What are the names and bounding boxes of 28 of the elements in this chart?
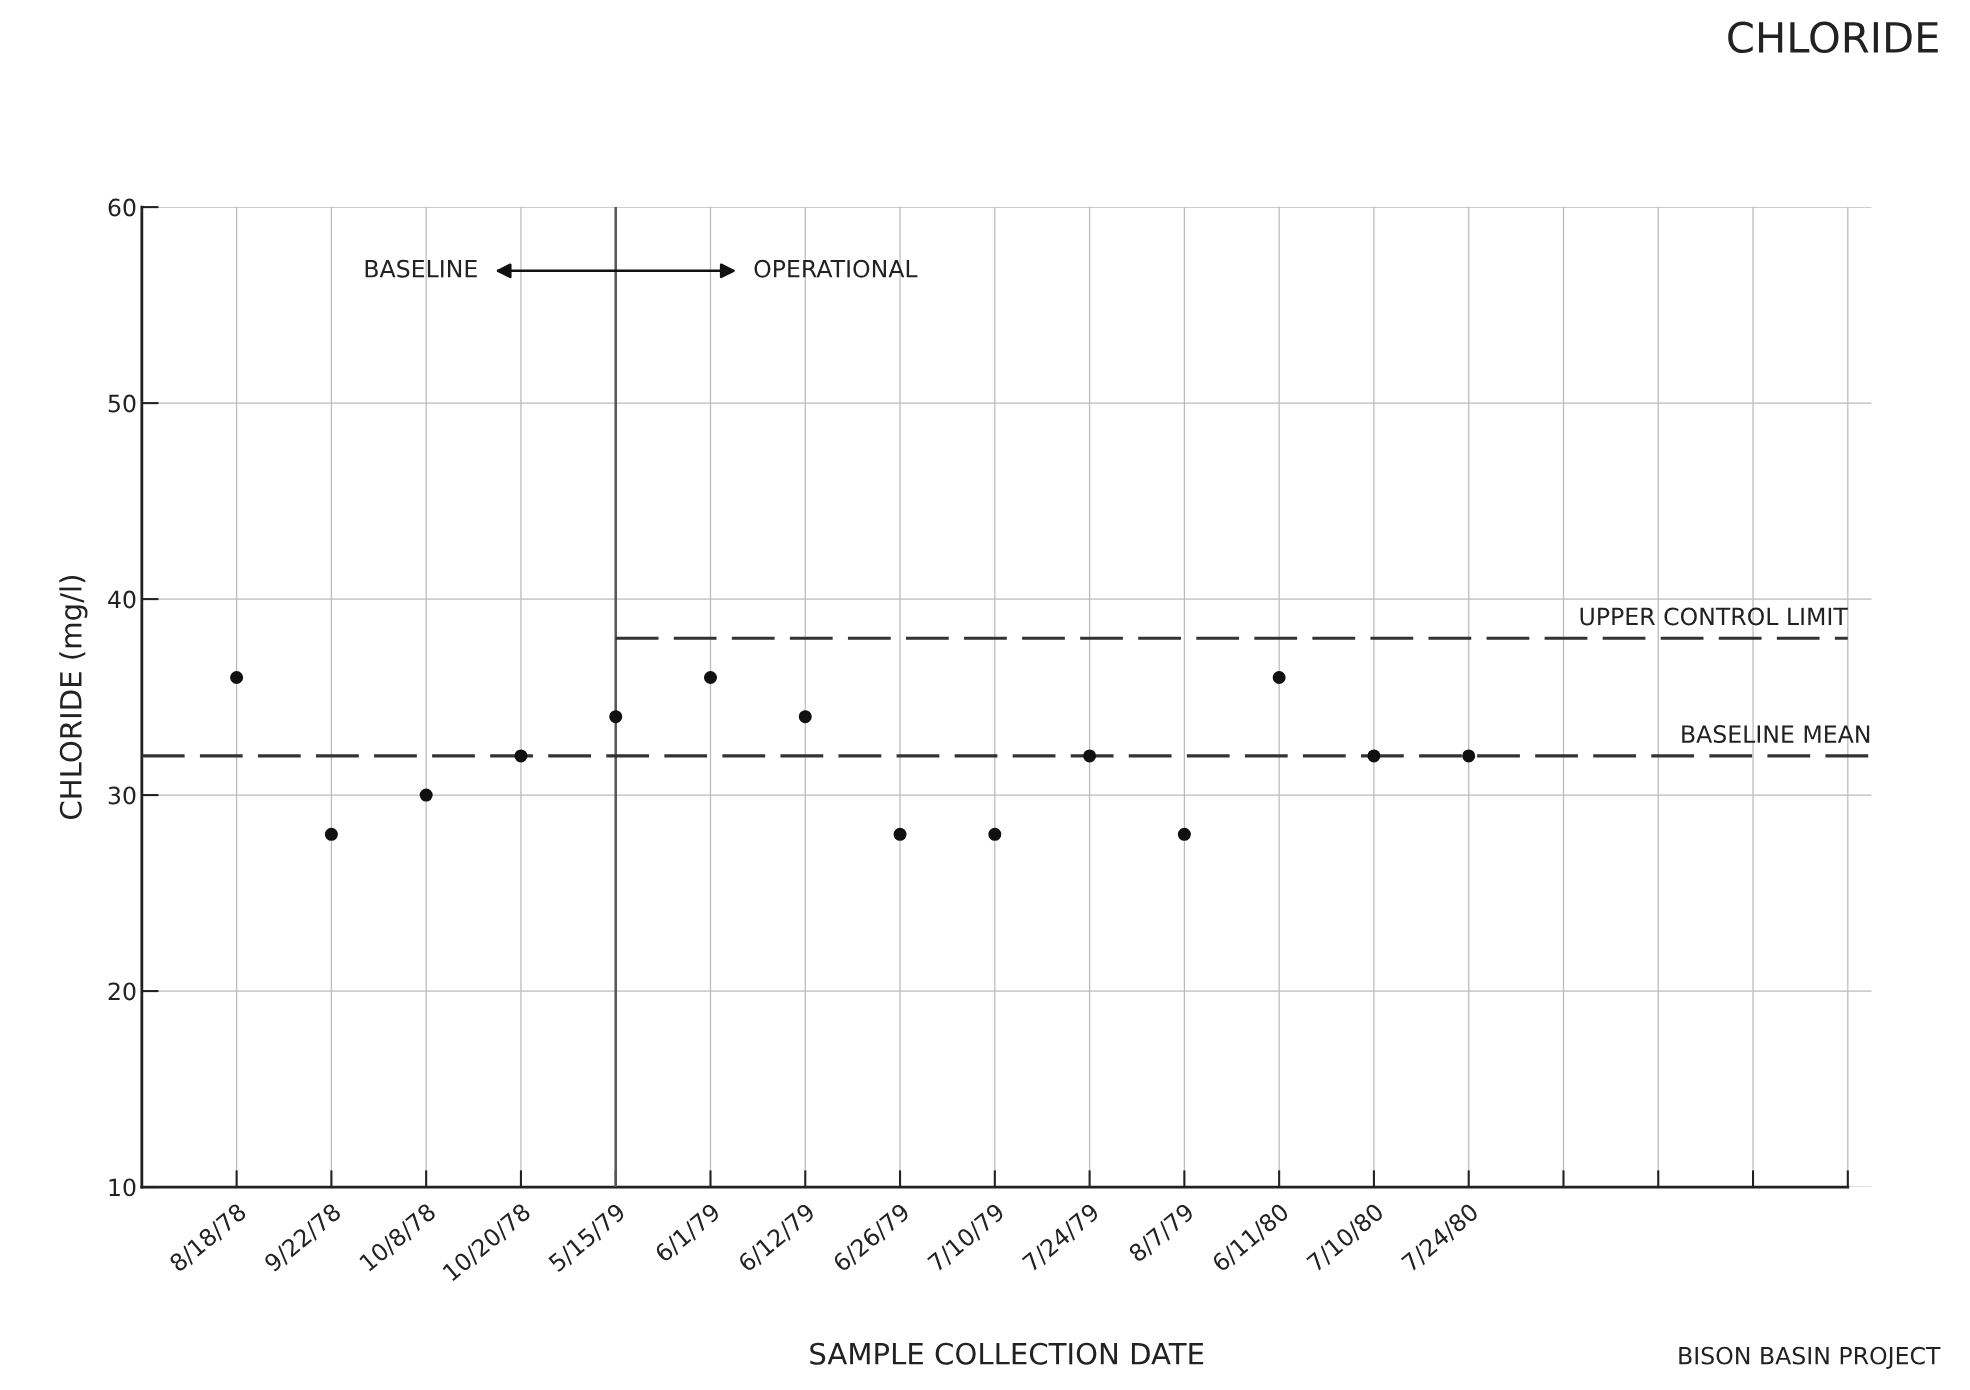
y-tick-label: 10 — [109, 1178, 136, 1197]
point — [988, 827, 1002, 841]
annotation: BASELINE — [365, 259, 477, 278]
y-axis-title: CHLORIDE (mg/l) — [59, 576, 88, 819]
point — [514, 749, 528, 763]
y-tick-label: 30 — [108, 786, 136, 805]
point — [893, 827, 907, 841]
y-tick-label: 40 — [108, 590, 136, 609]
point — [1462, 749, 1476, 763]
point — [798, 710, 812, 724]
point — [609, 710, 623, 724]
annotation: OPERATIONAL — [754, 259, 918, 278]
point — [1083, 749, 1097, 763]
series-label: UPPER CONTROL LIMIT — [1580, 607, 1848, 626]
x-axis-title: SAMPLE COLLECTION DATE — [810, 1342, 1204, 1365]
point — [703, 670, 718, 684]
point — [1177, 827, 1191, 841]
chart-title: CHLORIDE — [1728, 21, 1938, 54]
text: BISON BASIN PROJECT — [1679, 1346, 1941, 1369]
point — [324, 827, 338, 841]
point — [230, 670, 244, 684]
point — [1272, 670, 1286, 684]
point — [1367, 749, 1381, 763]
y-tick-label: 20 — [108, 982, 136, 1001]
y-tick-label: 50 — [108, 394, 136, 413]
point — [419, 788, 433, 802]
y-tick-label: 60 — [108, 198, 136, 217]
ref-line-label: BASELINE MEAN — [1682, 725, 1870, 743]
